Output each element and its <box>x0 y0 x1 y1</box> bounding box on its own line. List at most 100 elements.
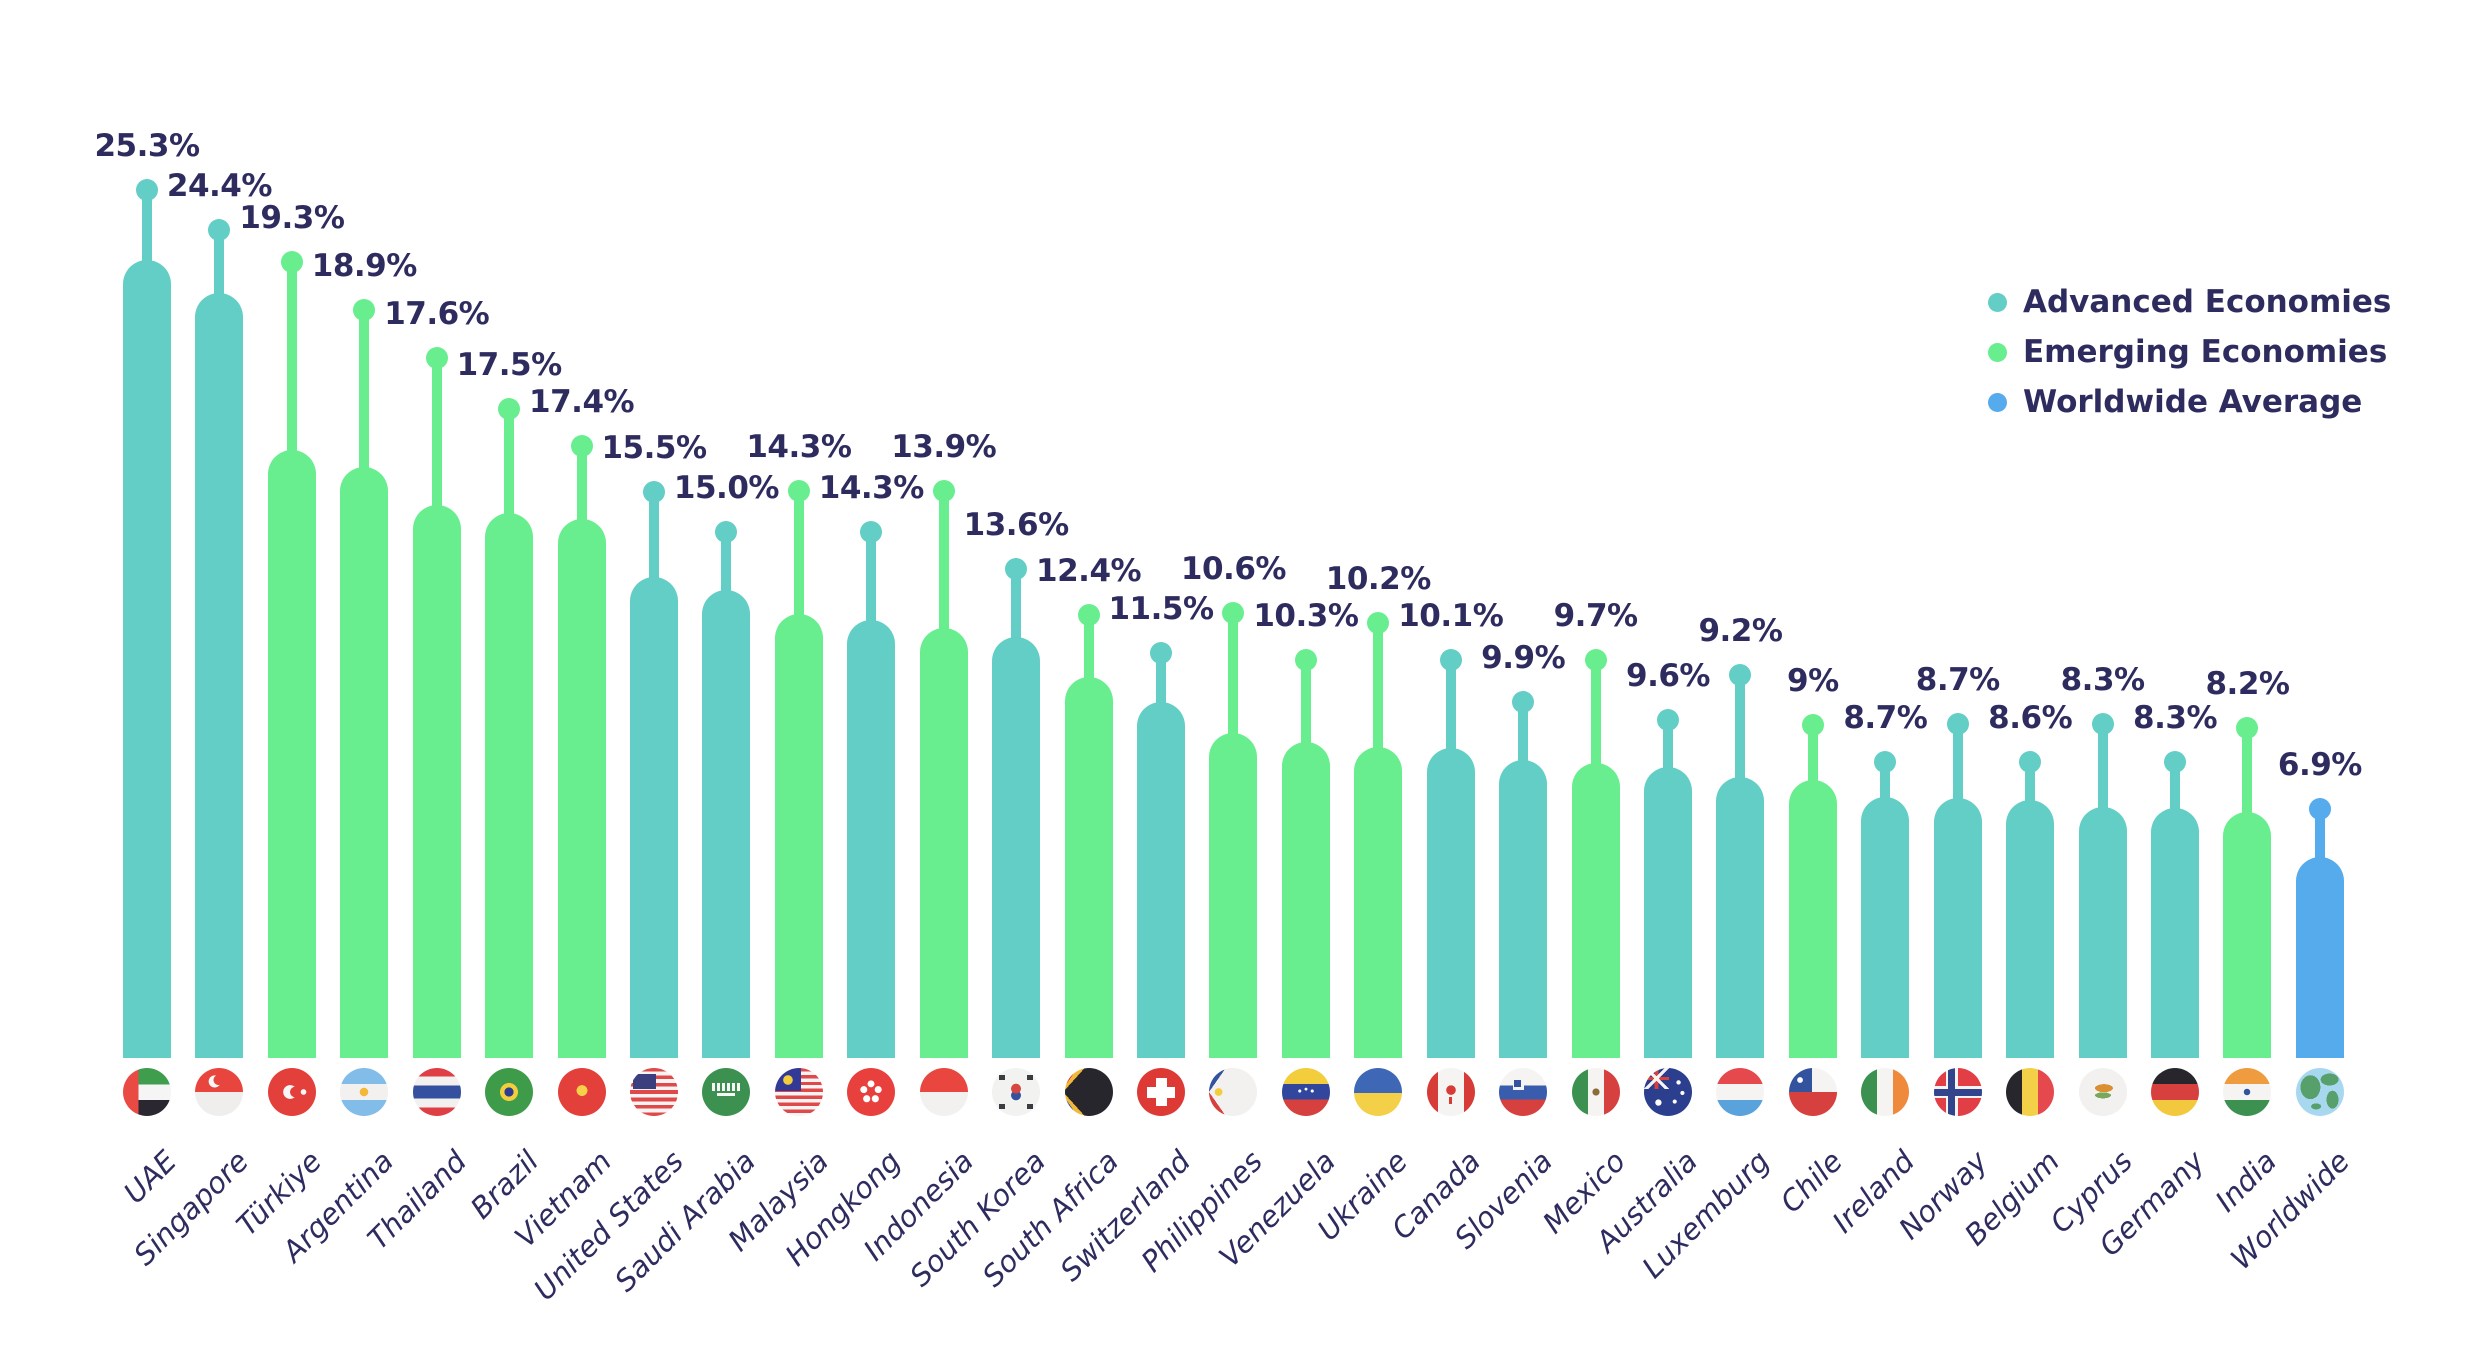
dot-ireland <box>1874 751 1897 773</box>
bar-belgium <box>2006 800 2055 1058</box>
stem-thailand <box>431 358 442 531</box>
flag-uae-icon <box>123 1068 171 1116</box>
bar-venezuela <box>1281 742 1330 1058</box>
value-label-thailand: 17.6% <box>384 296 490 332</box>
bar-south-korea <box>992 637 1041 1058</box>
flag-norway-icon <box>1933 1068 1982 1116</box>
value-label-turkiye: 19.3% <box>239 200 345 236</box>
bar-ireland <box>1861 797 1910 1058</box>
flag-worldwide-icon <box>2295 1068 2344 1116</box>
stem-uae <box>142 190 152 286</box>
bar-singapore <box>195 293 244 1058</box>
flag-slovenia-icon <box>1499 1068 1548 1116</box>
value-label-ireland: 8.7% <box>1843 700 1928 736</box>
value-label-chile: 9% <box>1787 663 1839 699</box>
stem-singapore <box>214 230 225 319</box>
dot-thailand <box>425 347 448 369</box>
dot-worldwide <box>2308 798 2331 820</box>
flag-hongkong-icon <box>847 1068 896 1116</box>
value-label-belgium: 8.6% <box>1988 700 2073 736</box>
value-label-indonesia: 13.9% <box>891 429 997 465</box>
flag-ireland-icon <box>1861 1068 1910 1116</box>
flag-philippines-icon <box>1209 1068 1258 1116</box>
bar-vietnam <box>557 519 606 1058</box>
value-label-south-africa: 12.4% <box>1036 553 1142 589</box>
bar-united-states <box>630 577 678 1058</box>
flag-turkiye-icon <box>267 1068 316 1116</box>
flag-chile-icon <box>1788 1068 1837 1116</box>
stem-united-states <box>649 492 659 603</box>
stem-argentina <box>359 310 370 493</box>
bar-mexico <box>1571 763 1620 1058</box>
bar-thailand <box>412 505 461 1058</box>
bar-hongkong <box>847 620 896 1058</box>
value-label-united-states: 15.5% <box>601 430 707 466</box>
dot-saudi-arabia <box>715 521 738 543</box>
value-label-vietnam: 17.4% <box>529 384 635 420</box>
legend-dot-advanced-icon <box>1988 292 2007 312</box>
stem-south-africa <box>1083 615 1094 703</box>
value-label-malaysia: 14.3% <box>746 429 852 465</box>
flag-indonesia-icon <box>919 1068 968 1116</box>
stem-norway <box>1952 724 1963 824</box>
dot-canada <box>1439 649 1462 671</box>
flag-united-states-icon <box>630 1068 678 1116</box>
legend-dot-worldwide-icon <box>1988 392 2007 412</box>
dot-cyprus <box>2091 713 2114 735</box>
bar-indonesia <box>919 628 968 1058</box>
stem-vietnam <box>576 446 587 545</box>
bar-ukraine <box>1354 747 1403 1058</box>
flag-luxemburg-icon <box>1716 1068 1765 1116</box>
value-label-saudi-arabia: 15.0% <box>673 470 780 506</box>
flag-mexico-icon <box>1571 1068 1620 1116</box>
legend-item-advanced: Advanced Economies <box>1988 284 2391 320</box>
dot-chile <box>1801 714 1824 736</box>
dot-slovenia <box>1512 691 1535 713</box>
bar-slovenia <box>1499 760 1548 1058</box>
dot-hongkong <box>860 521 883 543</box>
dot-united-states <box>643 481 665 503</box>
legend-item-worldwide: Worldwide Average <box>1988 384 2391 420</box>
stem-hongkong <box>866 532 877 646</box>
dot-malaysia <box>787 480 810 502</box>
dot-switzerland <box>1150 642 1173 664</box>
stem-belgium <box>2025 762 2036 826</box>
stem-germany <box>2170 762 2181 834</box>
stem-mexico <box>1590 660 1601 789</box>
stem-worldwide <box>2314 809 2325 883</box>
value-label-canada: 10.1% <box>1398 598 1504 634</box>
dot-turkiye <box>280 251 303 273</box>
value-label-uae: 25.3% <box>94 128 200 164</box>
stem-brazil <box>504 409 515 539</box>
flag-germany-icon <box>2151 1068 2200 1116</box>
legend-dot-emerging-icon <box>1988 342 2007 362</box>
dot-uae <box>136 179 158 201</box>
dot-argentina <box>353 299 376 321</box>
value-label-venezuela: 10.3% <box>1253 598 1359 634</box>
dot-ukraine <box>1367 612 1390 634</box>
stem-australia <box>1663 720 1674 793</box>
bar-india <box>2223 812 2272 1058</box>
bar-philippines <box>1209 733 1258 1058</box>
dot-luxemburg <box>1729 664 1752 686</box>
bar-switzerland <box>1137 702 1186 1058</box>
value-label-ukraine: 10.2% <box>1325 561 1432 597</box>
stem-ukraine <box>1373 623 1384 773</box>
stem-cyprus <box>2097 724 2108 833</box>
dot-vietnam <box>570 435 593 457</box>
stem-canada <box>1445 660 1456 774</box>
value-label-cyprus: 8.3% <box>2060 662 2145 698</box>
dot-venezuela <box>1294 649 1317 671</box>
dot-mexico <box>1584 649 1607 671</box>
stem-saudi-arabia <box>721 532 732 616</box>
flag-canada-icon <box>1426 1068 1475 1116</box>
stem-malaysia <box>793 491 804 640</box>
chart-legend: Advanced Economies Emerging Economies Wo… <box>1988 284 2391 420</box>
flag-brazil-icon <box>485 1068 534 1116</box>
flag-vietnam-icon <box>557 1068 606 1116</box>
bar-australia <box>1644 767 1693 1058</box>
flag-saudi-arabia-icon <box>702 1068 751 1116</box>
flag-switzerland-icon <box>1137 1068 1186 1116</box>
stem-slovenia <box>1518 702 1529 786</box>
